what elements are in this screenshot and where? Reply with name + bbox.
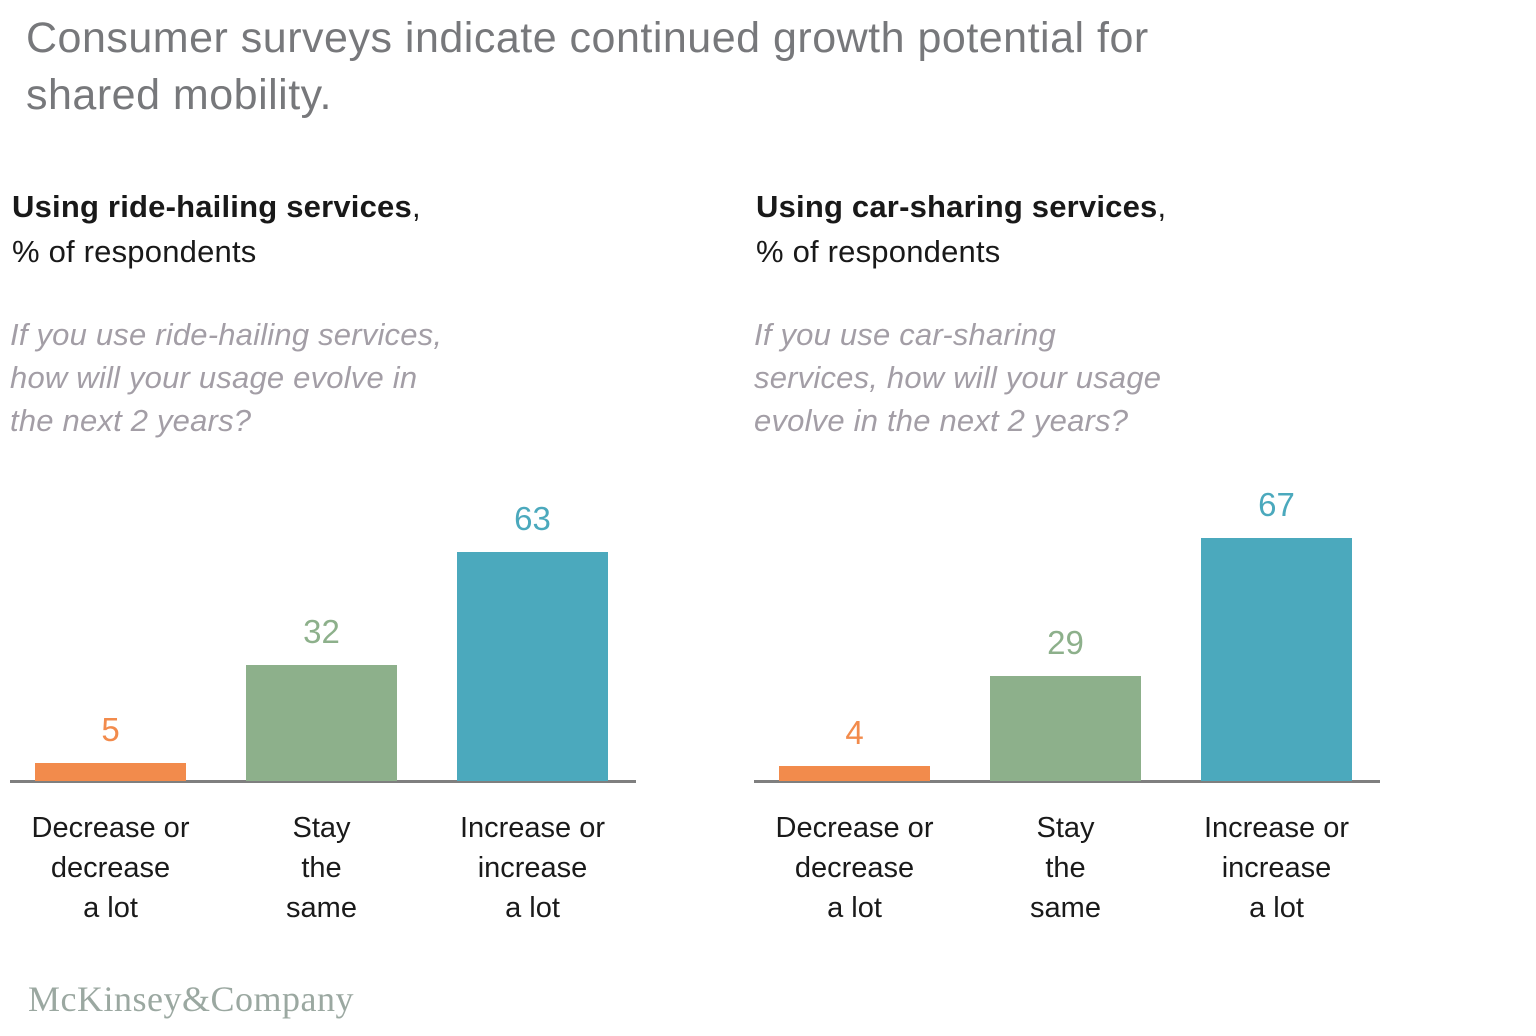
bar-value-label: 63 bbox=[514, 500, 551, 537]
bar-plot: 4 29 67 bbox=[754, 480, 1380, 783]
category-label: Decrease or decrease a lot bbox=[775, 812, 934, 924]
chart-heading-bold: Using ride-hailing services bbox=[12, 189, 412, 224]
chart-heading-subtitle: % of respondents bbox=[756, 234, 1001, 269]
category-label: Decrease or decrease a lot bbox=[31, 812, 190, 924]
page-title: Consumer surveys indicate continued grow… bbox=[26, 14, 1149, 119]
chart-question: If you use ride-hailing services, how wi… bbox=[10, 317, 443, 438]
chart-heading-subtitle: % of respondents bbox=[12, 234, 257, 269]
chart-heading-line1: Using car-sharing services, bbox=[756, 184, 1166, 229]
x-axis-line bbox=[10, 780, 636, 783]
bar-value-label: 67 bbox=[1258, 486, 1295, 523]
bar-decrease bbox=[779, 766, 930, 781]
category-label: Increase or increase a lot bbox=[1203, 812, 1350, 924]
x-axis-line bbox=[754, 780, 1380, 783]
bar-value-label: 4 bbox=[845, 714, 864, 751]
chart-panel-car-sharing: Using car-sharing services, % of respond… bbox=[754, 0, 1380, 960]
bar-increase bbox=[1201, 538, 1352, 781]
chart-panel-ride-hailing: Using ride-hailing services, % of respon… bbox=[10, 0, 636, 960]
category-label: Stay the same bbox=[1030, 812, 1101, 924]
chart-heading: Using ride-hailing services, % of respon… bbox=[12, 184, 421, 274]
chart-heading-suffix: , bbox=[411, 189, 421, 224]
chart-heading: Using car-sharing services, % of respond… bbox=[756, 184, 1166, 274]
category-label: Increase or increase a lot bbox=[459, 812, 606, 924]
category-label: Stay the same bbox=[286, 812, 357, 924]
chart-heading-bold: Using car-sharing services bbox=[756, 189, 1158, 224]
category-labels: Decrease or decrease a lot Stay the same I… bbox=[10, 808, 636, 948]
bar-value-label: 29 bbox=[1047, 624, 1084, 661]
bar-increase bbox=[457, 552, 608, 781]
chart-heading-line1: Using ride-hailing services, bbox=[12, 184, 421, 229]
bar-stay-same bbox=[990, 676, 1141, 781]
mckinsey-company-logo: McKinsey&Company bbox=[28, 979, 354, 1019]
chart-heading-suffix: , bbox=[1157, 189, 1167, 224]
category-labels: Decrease or decrease a lot Stay the same I… bbox=[754, 808, 1380, 948]
bar-decrease bbox=[35, 763, 186, 781]
bar-value-label: 32 bbox=[303, 613, 340, 650]
chart-question: If you use car-sharing services, how wil… bbox=[754, 317, 1162, 438]
bar-value-label: 5 bbox=[101, 711, 120, 748]
bar-plot: 5 32 63 bbox=[10, 480, 636, 783]
bar-stay-same bbox=[246, 665, 397, 781]
